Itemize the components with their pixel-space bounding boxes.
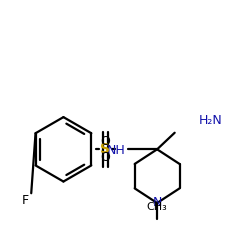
Text: NH: NH xyxy=(107,144,126,157)
Text: O: O xyxy=(101,151,110,164)
Text: N: N xyxy=(153,196,162,210)
Text: H₂N: H₂N xyxy=(199,113,223,127)
Text: CH₃: CH₃ xyxy=(147,202,168,212)
Text: F: F xyxy=(22,193,29,207)
Text: O: O xyxy=(101,135,110,148)
Text: S: S xyxy=(100,142,110,156)
